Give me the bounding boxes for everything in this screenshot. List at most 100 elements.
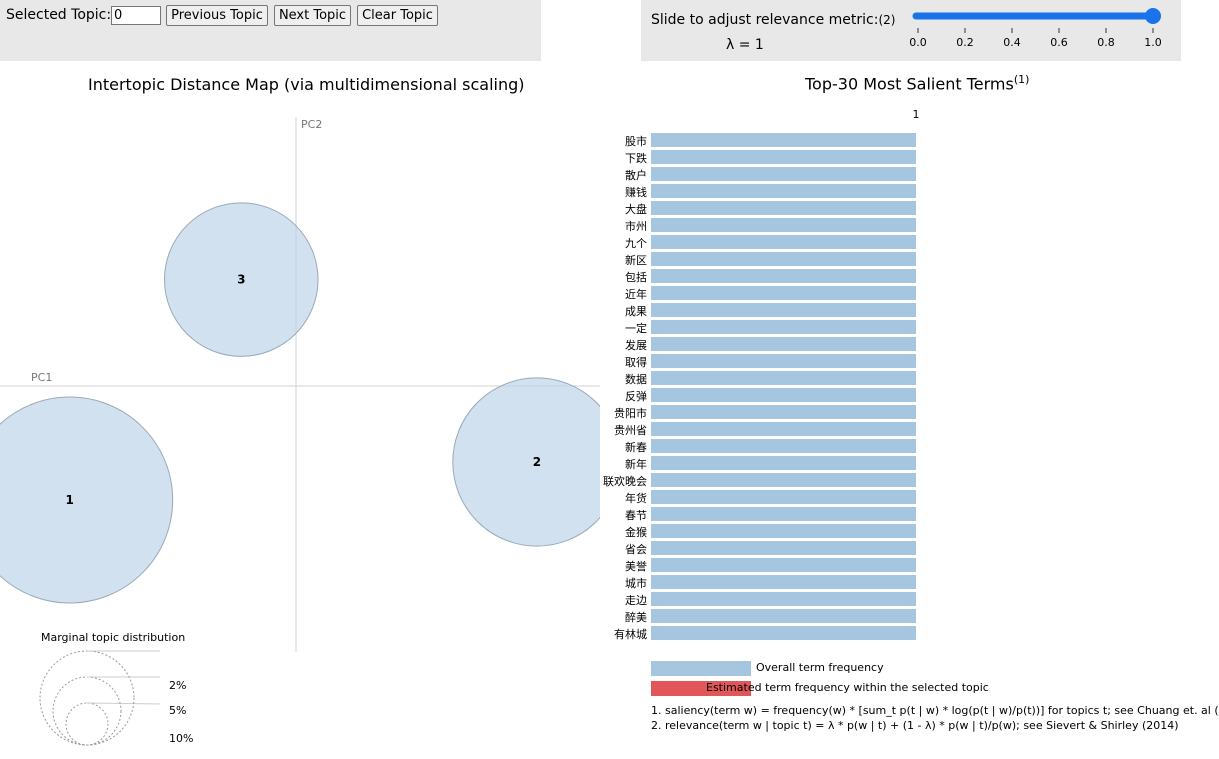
term-label[interactable]: 新区 <box>625 253 647 267</box>
term-label[interactable]: 有林城 <box>614 627 647 641</box>
term-label[interactable]: 年货 <box>625 491 647 505</box>
next-topic-button[interactable]: Next Topic <box>274 5 351 26</box>
term-label[interactable]: 金猴 <box>625 525 647 539</box>
term-label[interactable]: 包括 <box>625 270 647 284</box>
overall-frequency-bar[interactable] <box>651 269 916 283</box>
overall-frequency-bar[interactable] <box>651 201 916 215</box>
previous-topic-button[interactable]: Previous Topic <box>166 5 268 26</box>
term-label[interactable]: 数据 <box>625 372 647 386</box>
topic-circle-2[interactable] <box>452 377 600 547</box>
topic-circle-1[interactable] <box>0 396 174 604</box>
slider-tick-label: 1.0 <box>1144 36 1162 49</box>
term-label[interactable]: 贵阳市 <box>614 406 647 420</box>
overall-frequency-bar[interactable] <box>651 490 916 504</box>
mds-title: Intertopic Distance Map (via multidimens… <box>88 75 525 94</box>
lambda-slider-label-text: Slide to adjust relevance metric: <box>651 12 879 28</box>
term-label[interactable]: 九个 <box>625 237 647 250</box>
pc1-label: PC1 <box>31 371 52 384</box>
overall-frequency-bar[interactable] <box>651 524 916 538</box>
term-label[interactable]: 市州 <box>625 219 647 233</box>
term-label[interactable]: 近年 <box>625 287 647 301</box>
term-label[interactable]: 取得 <box>625 356 647 369</box>
overall-frequency-swatch <box>651 661 751 676</box>
overall-frequency-bar[interactable] <box>651 541 916 555</box>
marginal-legend-label: 5% <box>169 704 186 717</box>
overall-frequency-bar[interactable] <box>651 354 916 368</box>
overall-frequency-bar[interactable] <box>651 320 916 334</box>
slider-thumb[interactable] <box>1145 8 1161 24</box>
marginal-legend-circle <box>39 650 135 746</box>
overall-frequency-bar[interactable] <box>651 337 916 351</box>
saliency-footnote: 1. saliency(term w) = frequency(w) * [su… <box>651 704 1219 717</box>
salient-terms-title: Top-30 Most Salient Terms(1) <box>805 73 1029 93</box>
term-label[interactable]: 省会 <box>625 543 647 556</box>
slider-tick-label: 0.8 <box>1097 36 1115 49</box>
lambda-value-text: λ = 1 <box>726 37 764 53</box>
topic-circle-3[interactable] <box>163 202 319 357</box>
overall-frequency-bar[interactable] <box>651 371 916 385</box>
marginal-legend-circle <box>65 702 109 746</box>
overall-frequency-bar[interactable] <box>651 303 916 317</box>
term-label[interactable]: 春节 <box>625 509 647 522</box>
overall-frequency-bar[interactable] <box>651 235 916 249</box>
slider-tick-label: 0.0 <box>909 36 927 49</box>
salient-note-marker: (1) <box>1013 73 1030 86</box>
term-label[interactable]: 美誉 <box>625 559 647 573</box>
term-label[interactable]: 股市 <box>625 134 647 148</box>
selected-topic-input[interactable] <box>111 6 161 25</box>
overall-frequency-bar[interactable] <box>651 133 916 147</box>
topic-frequency-swatch <box>651 681 751 696</box>
overall-frequency-bar[interactable] <box>651 150 916 164</box>
term-label[interactable]: 下跌 <box>625 151 647 165</box>
term-label[interactable]: 醉美 <box>625 610 647 624</box>
overall-frequency-bar[interactable] <box>651 558 916 572</box>
overall-frequency-bar[interactable] <box>651 286 916 300</box>
marginal-legend-circle <box>52 676 122 746</box>
lambda-slider-label: Slide to adjust relevance metric:(2) <box>651 12 895 28</box>
term-label[interactable]: 新春 <box>625 440 647 454</box>
topic-circle-label: 2 <box>533 455 541 469</box>
term-label[interactable]: 发展 <box>625 338 647 352</box>
overall-frequency-bar[interactable] <box>651 405 916 419</box>
term-label[interactable]: 赚钱 <box>625 185 647 199</box>
slider-tick-label: 0.2 <box>956 36 974 49</box>
term-label[interactable]: 反弹 <box>625 389 647 403</box>
term-label[interactable]: 联欢晚会 <box>603 474 647 488</box>
overall-frequency-bar[interactable] <box>651 473 916 487</box>
term-label[interactable]: 新年 <box>625 457 647 471</box>
overall-frequency-bar[interactable] <box>651 575 916 589</box>
term-label[interactable]: 一定 <box>625 321 647 335</box>
topic-circle-label: 3 <box>237 273 245 287</box>
lambda-slider[interactable]: 0.0 0.2 0.4 0.6 0.8 1.0 <box>641 0 1181 61</box>
selected-topic-label: Selected Topic: <box>6 7 112 23</box>
overall-frequency-bar[interactable] <box>651 592 916 606</box>
term-label[interactable]: 走边 <box>625 594 647 607</box>
intertopic-distance-map: PC1 PC2 1 2 3 Marginal topic distribution 2%… <box>0 117 600 746</box>
term-label[interactable]: 城市 <box>625 576 647 590</box>
marginal-legend-label: 2% <box>169 679 186 692</box>
overall-frequency-bar[interactable] <box>651 218 916 232</box>
lambda-control-panel: Slide to adjust relevance metric:(2) λ =… <box>641 0 1181 61</box>
overall-frequency-bar[interactable] <box>651 184 916 198</box>
overall-frequency-label: Overall term frequency <box>756 661 884 674</box>
term-label[interactable]: 大盘 <box>625 202 647 216</box>
overall-frequency-bar[interactable] <box>651 252 916 266</box>
relevance-footnote: 2. relevance(term w | topic t) = λ * p(w… <box>651 719 1179 732</box>
overall-frequency-bar[interactable] <box>651 388 916 402</box>
x-axis-tick-label: 1 <box>913 108 920 121</box>
marginal-legend-title: Marginal topic distribution <box>41 631 185 644</box>
overall-frequency-bar[interactable] <box>651 422 916 436</box>
term-label[interactable]: 成果 <box>625 305 647 318</box>
term-label[interactable]: 贵州省 <box>614 424 647 437</box>
overall-frequency-bar[interactable] <box>651 626 916 640</box>
overall-frequency-bar[interactable] <box>651 507 916 521</box>
topic-frequency-label: Estimated term frequency within the sele… <box>706 681 989 694</box>
clear-topic-button[interactable]: Clear Topic <box>357 5 438 26</box>
term-label[interactable]: 散户 <box>625 168 647 182</box>
topic-circle-label: 1 <box>66 493 74 507</box>
overall-frequency-bar[interactable] <box>651 456 916 470</box>
overall-frequency-bar[interactable] <box>651 609 916 623</box>
lambda-note-marker: (2) <box>878 13 896 27</box>
overall-frequency-bar[interactable] <box>651 167 916 181</box>
overall-frequency-bar[interactable] <box>651 439 916 453</box>
